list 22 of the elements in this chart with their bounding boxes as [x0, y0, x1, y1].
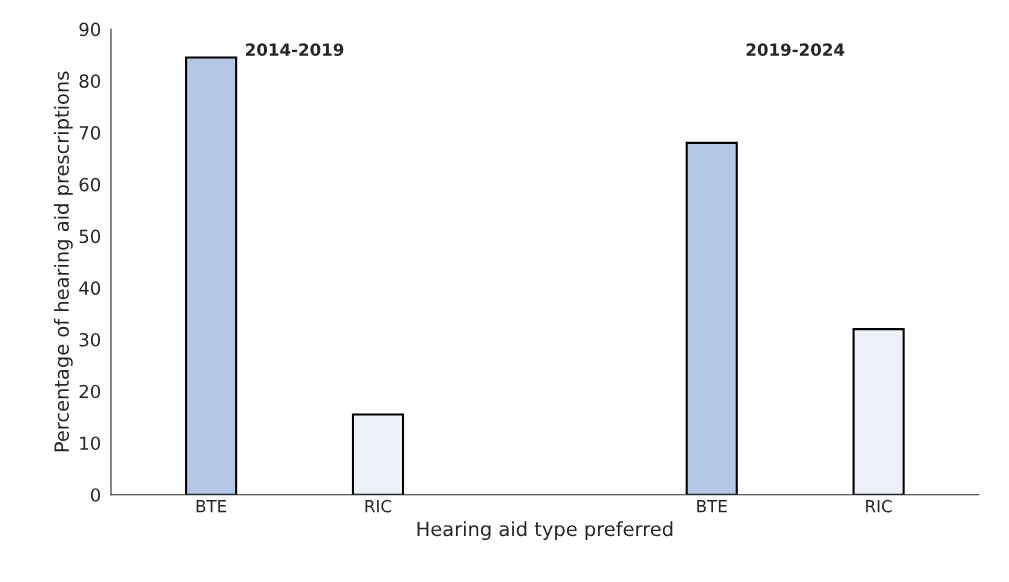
x-axis-title: Hearing aid type preferred — [417, 521, 673, 541]
y-tick-label: 10 — [80, 436, 101, 451]
y-tick-label: 50 — [79, 229, 101, 244]
x-tick-label: BTE — [697, 500, 727, 513]
bar — [185, 56, 238, 495]
y-tick-label: 0 — [90, 488, 101, 502]
bar — [852, 328, 905, 495]
y-tick-label: 30 — [79, 332, 101, 347]
y-tick-label: 70 — [79, 126, 101, 140]
y-tick-label: 40 — [79, 281, 101, 295]
bar — [685, 141, 738, 495]
y-tick-label: 80 — [79, 74, 101, 88]
bar — [351, 413, 405, 495]
annotation: 2014-2019 — [246, 43, 344, 56]
x-tick-label: RIC — [866, 499, 892, 513]
y-tick-label: 20 — [79, 384, 101, 399]
y-axis-title: Percentage of hearing aid prescriptions — [53, 71, 73, 452]
y-tick-label: 60 — [79, 177, 101, 192]
x-tick-label: RIC — [365, 499, 392, 513]
annotation: 2019-2024 — [746, 43, 845, 56]
y-tick-label: 90 — [79, 22, 101, 37]
x-tick-label: BTE — [196, 500, 227, 513]
